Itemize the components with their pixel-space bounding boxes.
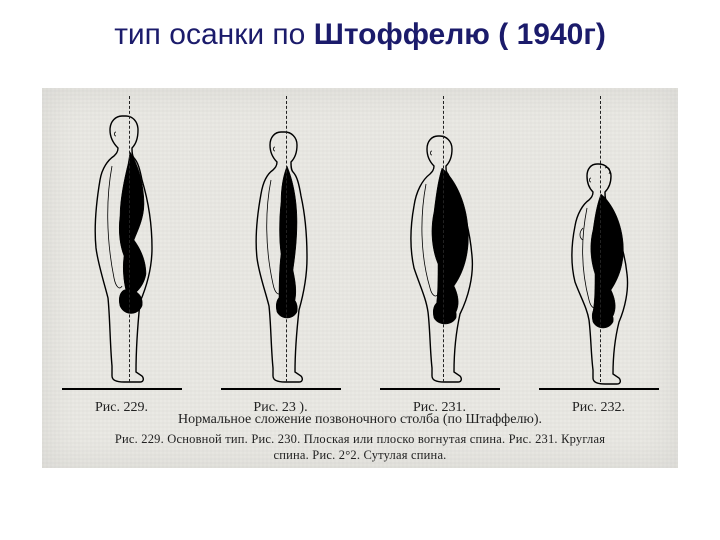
figure-1: Рис. 229. [57, 96, 187, 390]
silhouette-4 [539, 158, 659, 386]
silhouette-3 [380, 128, 500, 386]
plumb-line [600, 96, 601, 382]
plumb-line [443, 96, 444, 382]
figure-4: Рис. 232. [534, 96, 664, 390]
scan-image: Рис. 229. Рис. 23 ). [42, 88, 678, 468]
title-bold: Штоффелю ( 1940г) [314, 18, 606, 51]
slide-title: тип осанки по Штоффелю ( 1940г) [0, 0, 720, 60]
ground-line [62, 388, 182, 390]
plumb-line [129, 96, 130, 382]
figure-2: Рис. 23 ). [216, 96, 346, 390]
figure-3: Рис. 231. [375, 96, 505, 390]
slide: тип осанки по Штоффелю ( 1940г) [0, 0, 720, 540]
caption-sub-1: Рис. 229. Основной тип. Рис. 230. Плоска… [42, 432, 678, 447]
ground-line [539, 388, 659, 390]
silhouette-1 [62, 108, 182, 386]
figures-row: Рис. 229. Рис. 23 ). [42, 96, 678, 390]
title-plain: тип осанки по [114, 18, 314, 51]
ground-line [380, 388, 500, 390]
silhouette-2 [221, 124, 341, 386]
caption-sub-2: спина. Рис. 2°2. Сутулая спина. [42, 448, 678, 463]
plumb-line [286, 96, 287, 382]
caption-main: Нормальное сложение позвоночного столба … [42, 412, 678, 428]
ground-line [221, 388, 341, 390]
